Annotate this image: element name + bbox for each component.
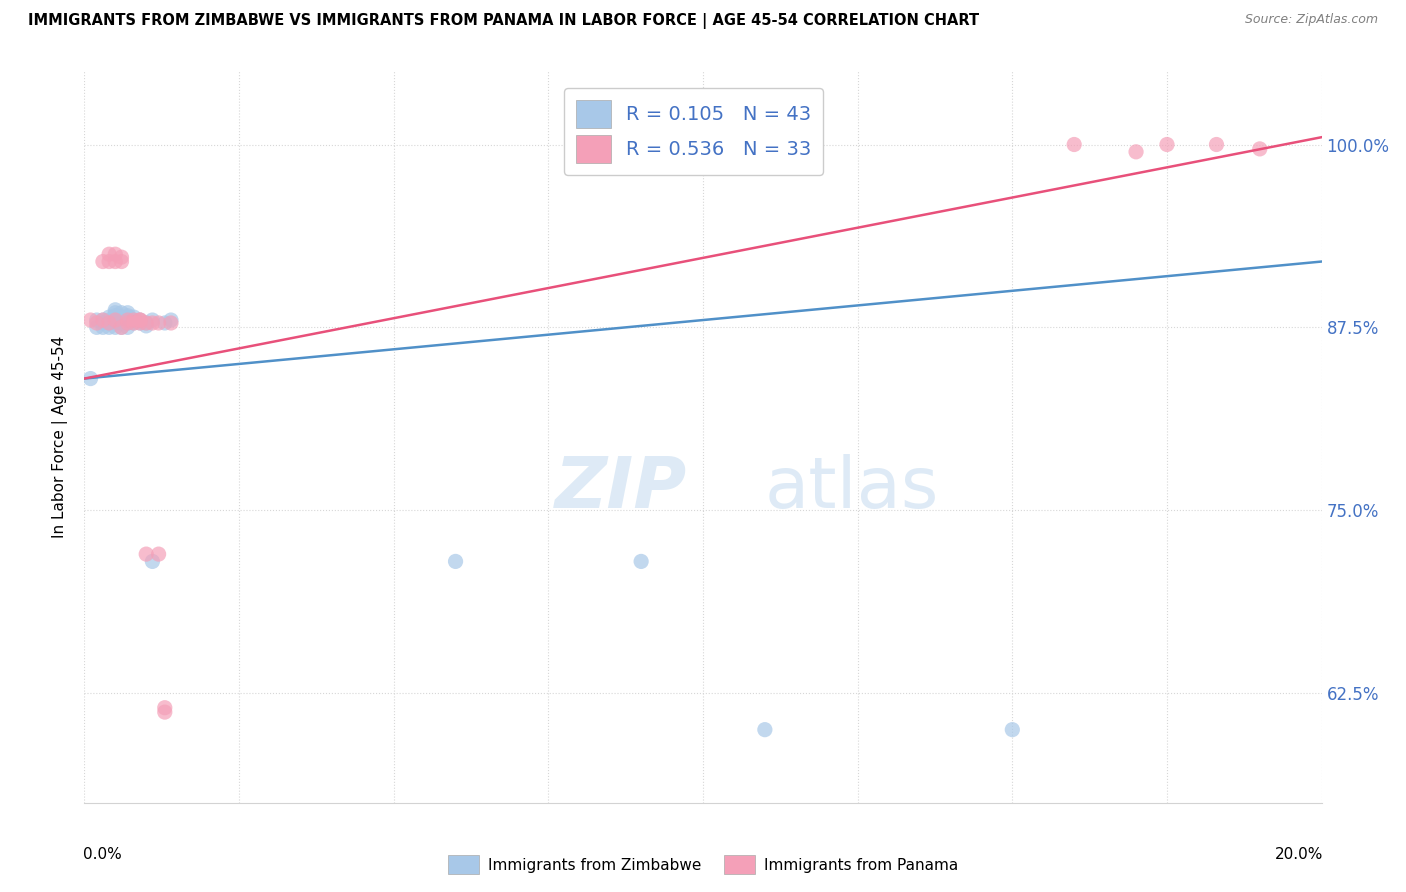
Y-axis label: In Labor Force | Age 45-54: In Labor Force | Age 45-54 xyxy=(52,336,69,538)
Point xyxy=(110,254,132,268)
Point xyxy=(104,313,127,327)
Text: atlas: atlas xyxy=(765,454,939,523)
Point xyxy=(1001,723,1024,737)
Point xyxy=(122,310,145,325)
Point xyxy=(148,316,170,330)
Point xyxy=(98,316,121,330)
Point xyxy=(91,320,114,334)
Point xyxy=(129,316,152,330)
Point xyxy=(444,554,467,568)
Point xyxy=(141,554,163,568)
Point xyxy=(160,313,183,327)
Point xyxy=(117,313,139,327)
Point xyxy=(110,310,132,325)
Text: ZIP: ZIP xyxy=(554,454,686,523)
Text: Source: ZipAtlas.com: Source: ZipAtlas.com xyxy=(1244,13,1378,27)
Point xyxy=(91,313,114,327)
Legend: R = 0.105   N = 43, R = 0.536   N = 33: R = 0.105 N = 43, R = 0.536 N = 33 xyxy=(564,88,824,175)
Point xyxy=(129,313,152,327)
Point xyxy=(148,547,170,561)
Point xyxy=(98,254,121,268)
Point xyxy=(86,316,108,330)
Point xyxy=(153,700,176,714)
Point xyxy=(117,310,139,325)
Text: 20.0%: 20.0% xyxy=(1274,847,1323,862)
Point xyxy=(135,316,157,330)
Point xyxy=(122,316,145,330)
Point xyxy=(110,313,132,327)
Point xyxy=(1249,142,1271,156)
Point xyxy=(104,302,127,317)
Point xyxy=(135,547,157,561)
Point xyxy=(104,309,127,323)
Point xyxy=(110,250,132,264)
Point xyxy=(122,313,145,327)
Point xyxy=(79,371,101,385)
Point xyxy=(141,313,163,327)
Point xyxy=(98,310,121,325)
Point xyxy=(104,247,127,261)
Legend: Immigrants from Zimbabwe, Immigrants from Panama: Immigrants from Zimbabwe, Immigrants fro… xyxy=(441,849,965,880)
Point xyxy=(104,306,127,320)
Text: IMMIGRANTS FROM ZIMBABWE VS IMMIGRANTS FROM PANAMA IN LABOR FORCE | AGE 45-54 CO: IMMIGRANTS FROM ZIMBABWE VS IMMIGRANTS F… xyxy=(28,13,979,29)
Point xyxy=(630,554,652,568)
Point xyxy=(98,247,121,261)
Point xyxy=(110,320,132,334)
Point xyxy=(1156,137,1178,152)
Point xyxy=(153,316,176,330)
Point xyxy=(104,310,127,325)
Point xyxy=(86,313,108,327)
Point xyxy=(104,313,127,327)
Point xyxy=(98,313,121,327)
Point xyxy=(98,316,121,330)
Point xyxy=(117,316,139,330)
Point xyxy=(110,320,132,334)
Point xyxy=(129,313,152,327)
Point xyxy=(117,316,139,330)
Point xyxy=(91,313,114,327)
Point xyxy=(1063,137,1085,152)
Point xyxy=(1205,137,1227,152)
Point xyxy=(110,316,132,330)
Point xyxy=(110,306,132,320)
Point xyxy=(122,313,145,327)
Point xyxy=(98,320,121,334)
Point xyxy=(754,723,776,737)
Point xyxy=(104,316,127,330)
Point xyxy=(129,313,152,327)
Point xyxy=(91,316,114,330)
Point xyxy=(1125,145,1147,159)
Point xyxy=(141,316,163,330)
Point xyxy=(153,705,176,719)
Point xyxy=(86,320,108,334)
Point xyxy=(104,254,127,268)
Point xyxy=(117,320,139,334)
Point xyxy=(135,316,157,330)
Text: 0.0%: 0.0% xyxy=(83,847,122,862)
Point xyxy=(117,309,139,323)
Point xyxy=(104,320,127,334)
Point xyxy=(79,313,101,327)
Point xyxy=(117,306,139,320)
Point xyxy=(129,316,152,330)
Point xyxy=(135,318,157,333)
Point xyxy=(91,254,114,268)
Point xyxy=(117,313,139,327)
Point xyxy=(160,316,183,330)
Point xyxy=(122,316,145,330)
